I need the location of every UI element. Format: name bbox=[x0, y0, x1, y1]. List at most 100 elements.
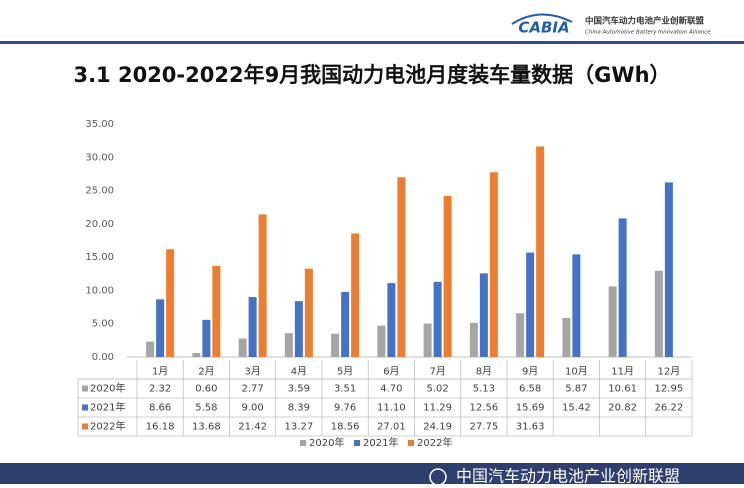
table-cell: 5.58 bbox=[195, 403, 217, 414]
table-cell: 3.51 bbox=[334, 384, 356, 395]
bar bbox=[443, 195, 452, 357]
bar bbox=[202, 319, 211, 357]
x-tick-label: 4月 bbox=[291, 366, 307, 378]
bar bbox=[387, 283, 396, 357]
bar bbox=[284, 333, 293, 357]
bar bbox=[248, 297, 257, 357]
legend-label: 2022年 bbox=[417, 436, 452, 449]
bar bbox=[294, 301, 303, 357]
table-cell: 9.76 bbox=[334, 403, 356, 414]
org-en: China Automotive Battery Innovation Alli… bbox=[585, 30, 711, 36]
table-cell: 26.22 bbox=[655, 403, 684, 414]
bar bbox=[562, 317, 571, 357]
bar bbox=[166, 249, 175, 357]
table-cell: 0.60 bbox=[195, 384, 217, 395]
logo-arc bbox=[511, 13, 573, 25]
row-swatch bbox=[82, 385, 88, 392]
bar bbox=[423, 323, 432, 357]
bar bbox=[489, 172, 498, 357]
y-tick-label: 0.00 bbox=[92, 352, 114, 363]
bar bbox=[341, 292, 350, 357]
bar bbox=[238, 338, 247, 357]
y-tick-label: 10.00 bbox=[85, 285, 114, 296]
table-cell: 15.42 bbox=[562, 403, 591, 414]
org-cn: 中国汽车动力电池产业创新联盟 bbox=[585, 16, 705, 27]
table-cell: 16.18 bbox=[146, 422, 175, 433]
legend-swatch bbox=[300, 440, 306, 446]
table-cell: 27.01 bbox=[377, 422, 406, 433]
bar bbox=[664, 182, 673, 357]
table-cell: 31.63 bbox=[516, 422, 545, 433]
x-tick-label: 5月 bbox=[337, 366, 353, 378]
x-tick-label: 2月 bbox=[198, 366, 214, 378]
bar bbox=[304, 268, 313, 357]
bar bbox=[516, 313, 525, 357]
table-cell: 6.58 bbox=[519, 384, 541, 395]
x-tick-label: 7月 bbox=[429, 366, 445, 378]
row-label: 2020年 bbox=[90, 382, 125, 395]
y-tick-label: 25.00 bbox=[85, 186, 114, 197]
table-cell: 8.39 bbox=[288, 403, 310, 414]
chart-title: 3.1 2020-2022年9月我国动力电池月度装车量数据（GWh） bbox=[73, 63, 670, 87]
y-tick-label: 5.00 bbox=[92, 319, 114, 330]
x-tick-label: 3月 bbox=[244, 366, 260, 378]
table-cell: 5.87 bbox=[565, 384, 587, 395]
bar bbox=[146, 341, 155, 357]
y-tick-label: 20.00 bbox=[85, 219, 114, 230]
x-tick-label: 6月 bbox=[383, 366, 399, 378]
table-cell: 9.00 bbox=[241, 403, 263, 414]
header-rule bbox=[0, 41, 744, 44]
bar bbox=[258, 214, 267, 357]
bar bbox=[654, 270, 663, 357]
table-cell: 2.32 bbox=[149, 384, 171, 395]
table-cell: 15.69 bbox=[516, 403, 545, 414]
row-swatch bbox=[82, 404, 88, 411]
table-cell: 4.70 bbox=[380, 384, 402, 395]
bar bbox=[377, 325, 386, 357]
bar bbox=[479, 273, 488, 357]
table-cell: 2.77 bbox=[241, 384, 263, 395]
y-tick-label: 35.00 bbox=[85, 119, 114, 130]
bar bbox=[351, 233, 360, 357]
y-tick-label: 30.00 bbox=[85, 152, 114, 163]
x-tick-label: 8月 bbox=[476, 366, 492, 378]
x-tick-label: 11月 bbox=[611, 366, 634, 378]
x-tick-label: 10月 bbox=[565, 366, 588, 378]
bar bbox=[526, 252, 535, 357]
table-cell: 5.13 bbox=[473, 384, 495, 395]
legend-label: 2021年 bbox=[363, 436, 398, 449]
table-cell: 12.56 bbox=[470, 403, 499, 414]
table-cell: 20.82 bbox=[608, 403, 637, 414]
footer-bar bbox=[0, 463, 744, 484]
legend-swatch bbox=[354, 440, 360, 446]
bar bbox=[536, 146, 545, 357]
table-cell: 11.29 bbox=[423, 403, 452, 414]
bar bbox=[572, 254, 581, 357]
x-tick-label: 12月 bbox=[658, 366, 681, 378]
table-cell: 13.27 bbox=[285, 422, 314, 433]
table-cell: 13.68 bbox=[192, 422, 221, 433]
x-tick-label: 9月 bbox=[522, 366, 538, 378]
bar bbox=[397, 177, 406, 357]
row-label: 2022年 bbox=[90, 420, 125, 433]
bar bbox=[156, 299, 165, 357]
table-cell: 10.61 bbox=[608, 384, 637, 395]
table-cell: 5.02 bbox=[426, 384, 448, 395]
logo: CABIA bbox=[518, 19, 569, 37]
x-tick-label: 1月 bbox=[152, 366, 168, 378]
bar bbox=[192, 353, 201, 357]
table-cell: 21.42 bbox=[238, 422, 267, 433]
bar bbox=[469, 322, 478, 357]
table-cell: 11.10 bbox=[377, 403, 406, 414]
table-cell: 12.95 bbox=[655, 384, 684, 395]
table-cell: 18.56 bbox=[331, 422, 360, 433]
bar bbox=[212, 265, 221, 357]
row-label: 2021年 bbox=[90, 401, 125, 414]
legend-swatch bbox=[408, 440, 414, 446]
table-cell: 24.19 bbox=[423, 422, 452, 433]
bar bbox=[608, 286, 617, 357]
legend-label: 2020年 bbox=[309, 436, 344, 449]
row-swatch bbox=[82, 423, 88, 430]
y-tick-label: 15.00 bbox=[85, 252, 114, 263]
